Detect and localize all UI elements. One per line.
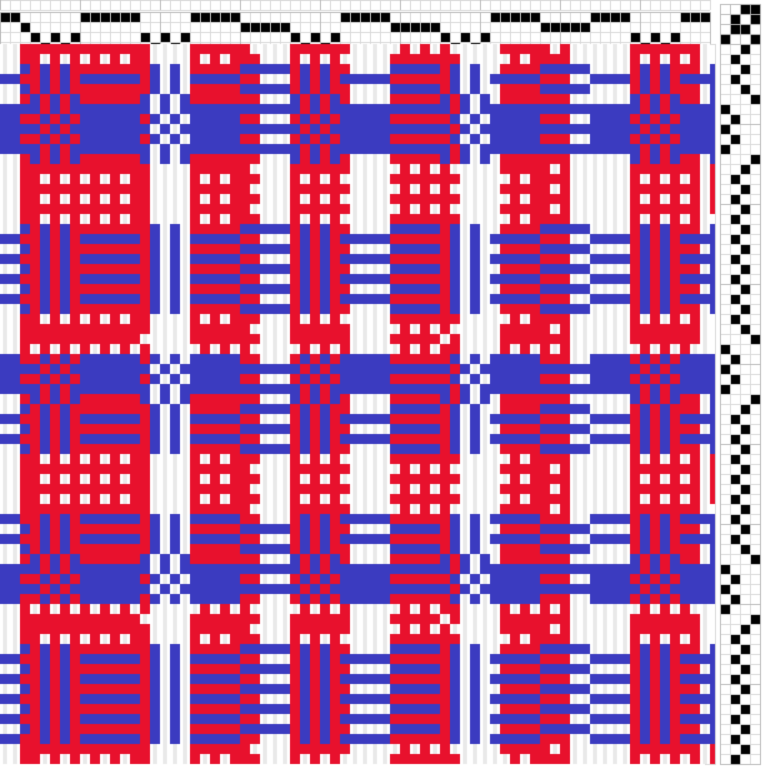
weaving-draft-diagram [0,0,768,768]
weaving-draft-canvas-root: Weaving Draft Threading (shafts 1-4, top… [0,0,768,768]
